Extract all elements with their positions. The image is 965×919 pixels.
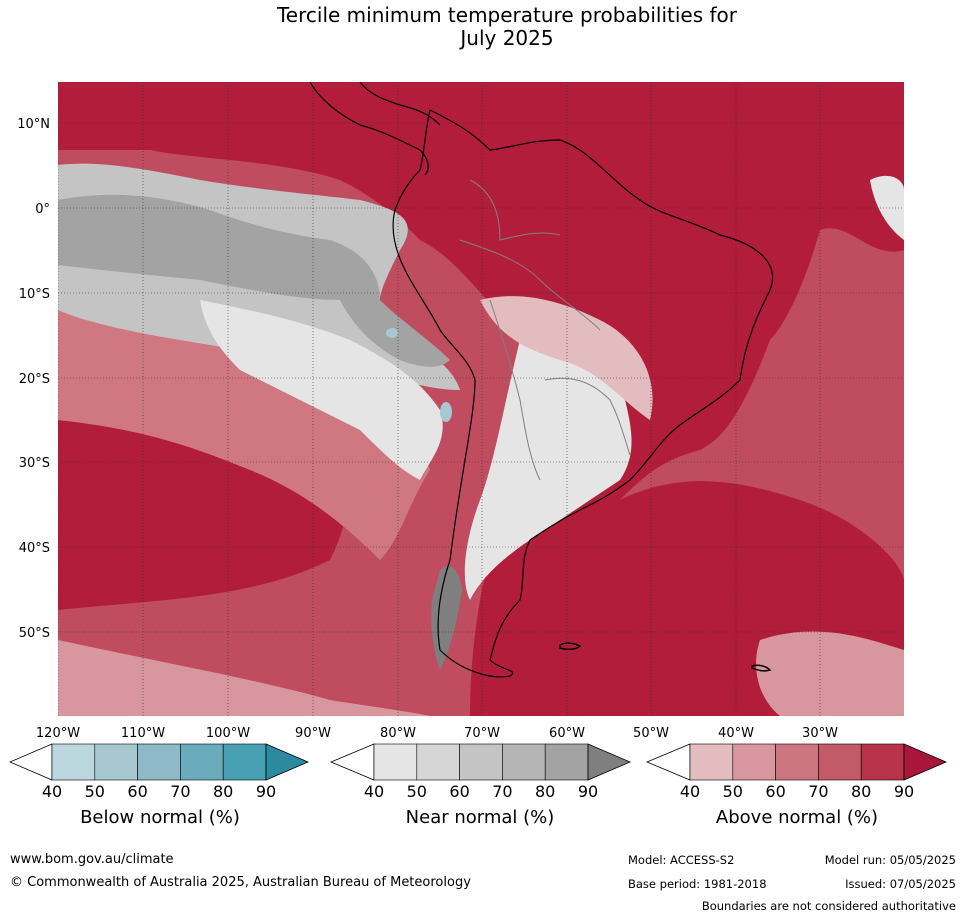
colorbar-near-segment bbox=[416, 743, 460, 781]
colorbar-near-tick: 70 bbox=[492, 782, 513, 801]
latitude-label: 20°S bbox=[19, 372, 50, 387]
model-run-label: Model run: 05/05/2025 bbox=[824, 853, 956, 867]
falkland-islands bbox=[559, 642, 582, 651]
colorbar-below-segment bbox=[222, 743, 267, 781]
colorbar-above-tick: 90 bbox=[893, 782, 915, 801]
above-40-region bbox=[480, 296, 653, 420]
website-link[interactable]: www.bom.gov.au/climate bbox=[10, 852, 174, 867]
near-40-region bbox=[464, 336, 632, 600]
colorbar-below-tick: 50 bbox=[84, 782, 105, 801]
colorbar-below-segment bbox=[51, 743, 96, 781]
colorbar-near-segment bbox=[544, 743, 589, 781]
colorbar-near-min-extension bbox=[329, 743, 375, 781]
longitude-label: 90°W bbox=[295, 726, 331, 741]
above-50-region bbox=[756, 631, 904, 716]
colorbar-above-tick: 80 bbox=[851, 782, 872, 801]
above-90-region bbox=[58, 82, 904, 716]
below-50-region bbox=[386, 328, 398, 338]
map-area bbox=[58, 82, 904, 716]
colorbar-below-segment bbox=[94, 743, 138, 781]
issued-label: Issued: 07/05/2025 bbox=[845, 877, 956, 891]
colorbar-near-tick: 80 bbox=[535, 782, 556, 801]
colorbar-near-tick: 50 bbox=[406, 782, 427, 801]
colorbar-above-max-extension bbox=[903, 743, 948, 781]
copyright-text: © Commonwealth of Australia 2025, Austra… bbox=[10, 875, 471, 890]
colorbar-above-segment bbox=[732, 743, 776, 781]
colorbar-below-tick: 90 bbox=[255, 782, 277, 801]
colorbar-near-tick: 40 bbox=[363, 782, 385, 801]
colorbar-near-segment bbox=[502, 743, 546, 781]
longitude-label: 50°W bbox=[633, 726, 669, 741]
colorbar-above-segment bbox=[689, 743, 734, 781]
graticule bbox=[58, 82, 904, 716]
latitude-label: 30°S bbox=[19, 456, 50, 471]
colorbar-near-tick: 90 bbox=[577, 782, 599, 801]
south-georgia bbox=[751, 664, 772, 672]
title-line-1: Tercile minimum temperature probabilitie… bbox=[276, 3, 738, 27]
colorbar-above-segment bbox=[775, 743, 819, 781]
colorbar-near-tick: 60 bbox=[449, 782, 470, 801]
colorbar-title-near: Near normal (%) bbox=[405, 807, 555, 828]
colorbar-above-tick: 70 bbox=[808, 782, 829, 801]
colorbar-below-tick: 40 bbox=[41, 782, 63, 801]
title-line-2: July 2025 bbox=[460, 26, 554, 50]
colorbar-above-segment bbox=[860, 743, 905, 781]
longitude-label: 110°W bbox=[121, 726, 165, 741]
longitude-label: 120°W bbox=[36, 726, 80, 741]
disclaimer-text: Boundaries are not considered authoritat… bbox=[701, 899, 956, 913]
base-period-label: Base period: 1981-2018 bbox=[628, 877, 767, 891]
axis-labels: 10°N 0° 10°S 20°S 30°S 40°S 50°S 120°W 110°W 100°… bbox=[17, 117, 838, 741]
coastline bbox=[309, 82, 429, 176]
colorbar-below-min-extension bbox=[8, 743, 53, 781]
colorbar-below-segment bbox=[137, 743, 181, 781]
colorbar-above-segment bbox=[818, 743, 862, 781]
below-50-region bbox=[440, 402, 452, 422]
colorbar-below-max-extension bbox=[265, 743, 310, 781]
country-border bbox=[459, 239, 601, 331]
country-border bbox=[544, 377, 631, 456]
colorbar-above-tick: 60 bbox=[765, 782, 786, 801]
colorbar-below-segment bbox=[180, 743, 224, 781]
colorbar-below-tick: 70 bbox=[170, 782, 191, 801]
colorbar-near-segment bbox=[373, 743, 418, 781]
above-60-region bbox=[58, 270, 430, 560]
colorbar-title-above: Above normal (%) bbox=[715, 807, 879, 828]
model-label: Model: ACCESS-S2 bbox=[628, 853, 735, 867]
longitude-label: 70°W bbox=[464, 726, 500, 741]
coastline bbox=[392, 109, 774, 678]
latitude-label: 0° bbox=[35, 202, 50, 217]
colorbars bbox=[8, 743, 948, 781]
colorbar-above-tick: 50 bbox=[722, 782, 743, 801]
latitude-label: 10°S bbox=[19, 287, 50, 302]
colorbar-above-tick: 40 bbox=[679, 782, 701, 801]
map-title: Tercile minimum temperature probabilitie… bbox=[0, 4, 965, 50]
country-border bbox=[469, 179, 561, 241]
longitude-label: 30°W bbox=[802, 726, 838, 741]
colorbar-above-min-extension bbox=[645, 743, 691, 781]
colorbar-title-below: Below normal (%) bbox=[80, 807, 240, 828]
above-50-region bbox=[58, 640, 430, 716]
coastline bbox=[359, 82, 441, 126]
colorbar-near-segment bbox=[459, 743, 503, 781]
latitude-label: 10°N bbox=[17, 117, 50, 132]
colorbar-below-tick: 60 bbox=[127, 782, 148, 801]
country-border bbox=[489, 299, 541, 481]
latitude-label: 50°S bbox=[19, 626, 50, 641]
near-80-region bbox=[58, 194, 450, 367]
latitude-label: 40°S bbox=[19, 541, 50, 556]
longitude-label: 40°W bbox=[718, 726, 754, 741]
longitude-label: 80°W bbox=[380, 726, 416, 741]
colorbar-below-tick: 80 bbox=[213, 782, 234, 801]
near-40-region bbox=[200, 300, 443, 480]
longitude-label: 60°W bbox=[549, 726, 585, 741]
colorbar-near-max-extension bbox=[587, 743, 632, 781]
longitude-label: 100°W bbox=[206, 726, 250, 741]
